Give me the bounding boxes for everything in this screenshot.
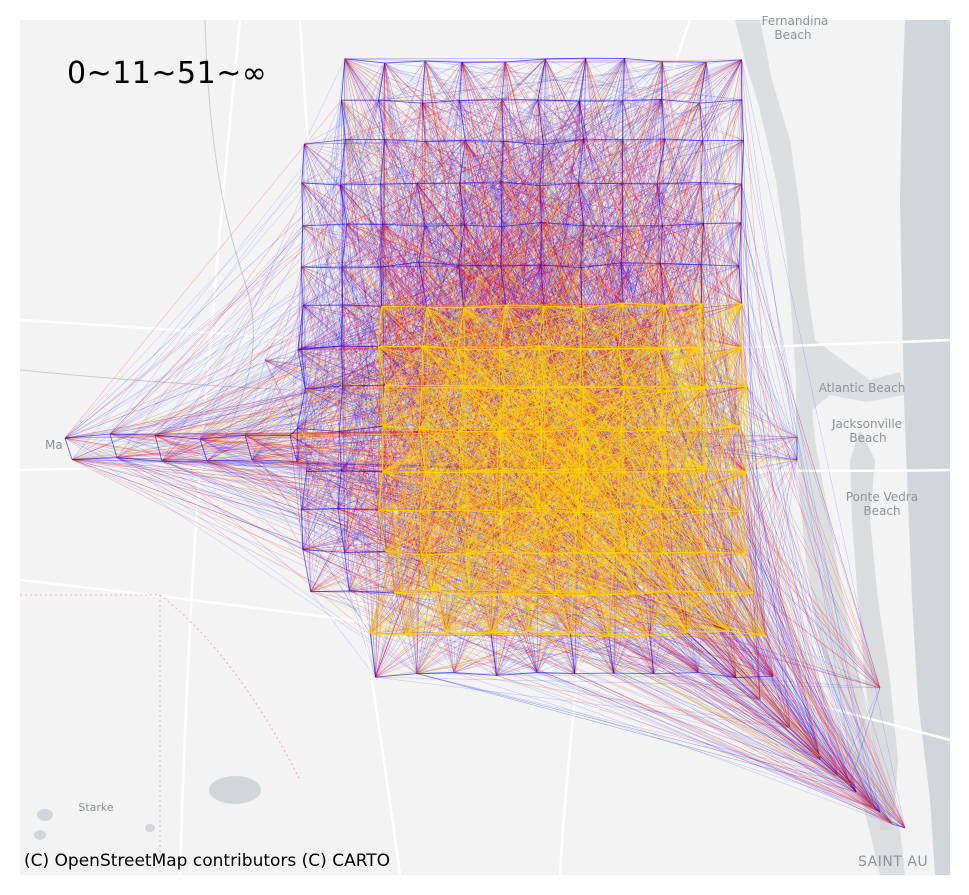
flow-legend-title: 0~11~51~∞ (67, 56, 268, 91)
place-fernandina-line2: Beach (774, 28, 811, 42)
basemap (20, 20, 950, 875)
place-starke: Starke (78, 801, 114, 814)
place-ponte-vedra-line2: Beach (863, 504, 900, 518)
map-attribution: (C) OpenStreetMap contributors (C) CARTO (24, 851, 391, 871)
place-labels: Fernandina Beach Atlantic Beach Jacksonv… (45, 14, 928, 870)
place-saint-augustine: SAINT AU (858, 854, 928, 870)
od-flow-network (64, 57, 906, 829)
place-jacksonville-beach-line1: Jacksonville (831, 417, 902, 431)
place-atlantic-beach: Atlantic Beach (819, 381, 906, 395)
place-macclenny: Ma (45, 438, 63, 452)
place-ponte-vedra-line1: Ponte Vedra (846, 490, 918, 504)
place-fernandina-line1: Fernandina (762, 14, 829, 28)
place-jacksonville-beach-line2: Beach (849, 431, 886, 445)
